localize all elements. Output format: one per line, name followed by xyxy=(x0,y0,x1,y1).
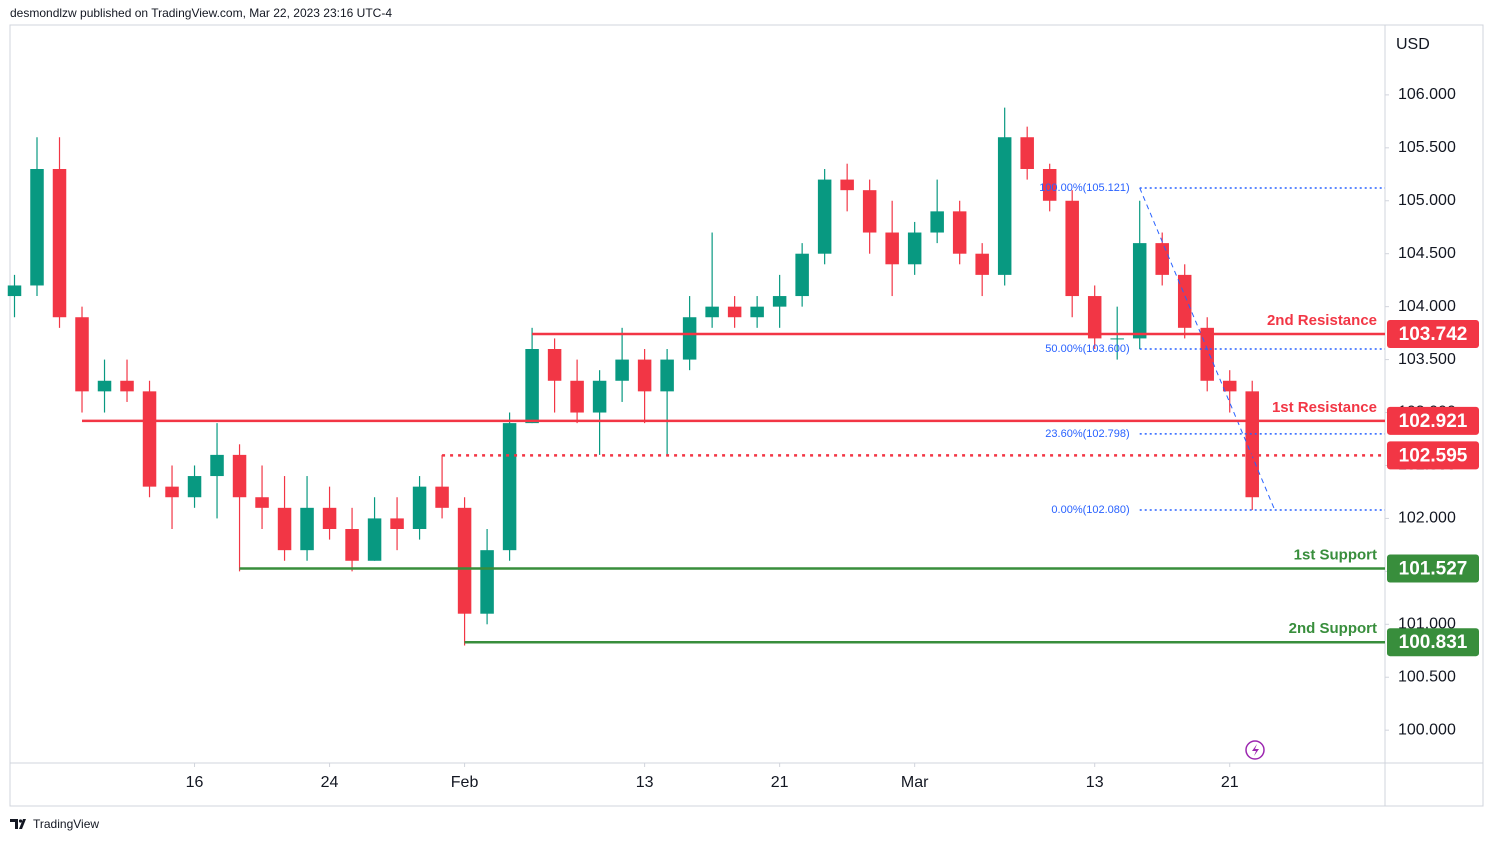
level-name: 2nd Resistance xyxy=(1267,312,1377,329)
candle-body xyxy=(727,306,742,318)
candle-body xyxy=(52,169,67,318)
fib-level-label: 23.60%(102.798) xyxy=(1045,428,1129,440)
tradingview-logo xyxy=(10,819,26,829)
candle-body xyxy=(525,349,539,424)
y-tick-label: 104.000 xyxy=(1398,298,1456,315)
level-badge xyxy=(1387,319,1479,348)
x-tick-label: 16 xyxy=(186,774,204,791)
x-tick-label: Feb xyxy=(451,774,479,791)
candle-body xyxy=(1155,243,1169,275)
lightning-icon xyxy=(1245,740,1265,760)
header: desmondlzw published on TradingView.com,… xyxy=(10,6,392,20)
candle-body xyxy=(187,476,202,498)
candle-body xyxy=(322,507,337,529)
candle-body xyxy=(682,317,697,360)
y-tick-label: 100.000 xyxy=(1398,721,1456,738)
candle-body xyxy=(750,306,764,318)
candle-body xyxy=(1065,200,1079,297)
candle-body xyxy=(885,232,899,265)
level-badge xyxy=(1387,628,1479,657)
candle-body xyxy=(457,507,472,614)
candle-body xyxy=(232,454,247,498)
x-tick-label: 24 xyxy=(321,774,339,791)
footer: TradingView xyxy=(33,817,99,831)
y-tick-label: 102.000 xyxy=(1398,510,1456,527)
candle-body xyxy=(75,317,89,392)
level-name: 1st Resistance xyxy=(1272,399,1377,416)
candle-body xyxy=(480,550,494,614)
candle-body xyxy=(975,253,989,275)
y-tick-label: 105.000 xyxy=(1398,192,1456,209)
y-tick-label: 105.500 xyxy=(1398,139,1456,156)
level-name: 1st Support xyxy=(1294,546,1377,563)
level-value: 103.742 xyxy=(1399,324,1468,345)
y-tick-label: 103.500 xyxy=(1398,351,1456,368)
candle-body xyxy=(840,179,854,191)
candle-body xyxy=(930,211,944,233)
candle-body xyxy=(367,518,382,561)
candle-body xyxy=(1132,243,1147,339)
x-tick-label: 21 xyxy=(1221,774,1239,791)
candle-body xyxy=(210,454,224,477)
candle-body xyxy=(1222,380,1237,392)
candle-body xyxy=(1087,296,1102,339)
candle-body xyxy=(165,486,179,498)
candle-body xyxy=(142,391,157,487)
candle-body xyxy=(1200,327,1214,381)
candle-body xyxy=(435,486,449,508)
candle-body xyxy=(570,380,584,413)
level-value: 101.527 xyxy=(1399,559,1468,580)
fib-level-label: 100.00%(105.121) xyxy=(1039,182,1130,194)
candle-body xyxy=(390,518,404,529)
candle-body xyxy=(30,169,44,286)
y-tick-label: 106.000 xyxy=(1398,86,1456,103)
fib-level-label: 0.00%(102.080) xyxy=(1051,504,1129,516)
candle-body xyxy=(1245,391,1259,498)
candle-body xyxy=(502,423,517,551)
candle-body xyxy=(952,211,967,254)
candle-body xyxy=(592,380,607,413)
candle-body xyxy=(795,253,809,297)
candle-body xyxy=(907,232,922,265)
candle-body xyxy=(705,306,719,318)
candle-body xyxy=(97,380,112,392)
currency: USD xyxy=(1396,36,1430,53)
level-value: 102.921 xyxy=(1399,411,1468,432)
y-tick-label: 104.500 xyxy=(1398,245,1456,262)
level-badge xyxy=(1387,554,1479,583)
fib-level-label: 50.00%(103.600) xyxy=(1045,343,1129,355)
x-tick-label: 13 xyxy=(1086,774,1104,791)
level-name: 2nd Support xyxy=(1289,620,1377,637)
level-badge xyxy=(1387,441,1479,470)
x-tick-label: 21 xyxy=(771,774,789,791)
candle-body xyxy=(255,497,269,508)
candle-body xyxy=(547,349,562,381)
candle-body xyxy=(615,359,629,381)
candle-body xyxy=(997,137,1012,275)
candle-body xyxy=(1020,137,1034,169)
candle-body xyxy=(277,507,292,551)
x-tick-label: 13 xyxy=(636,774,654,791)
candle-body xyxy=(345,529,359,561)
candle-body xyxy=(7,285,22,297)
candle-body xyxy=(862,190,877,233)
candle-body xyxy=(660,359,674,392)
candle-body xyxy=(300,507,314,551)
level-value: 100.831 xyxy=(1399,632,1468,653)
y-tick-label: 100.500 xyxy=(1398,668,1456,685)
candle-body xyxy=(772,296,787,307)
candle-body xyxy=(120,380,134,392)
candle-body xyxy=(1110,338,1124,340)
level-badge xyxy=(1387,406,1479,435)
candle-body xyxy=(817,179,832,254)
candle-body xyxy=(637,359,652,392)
x-tick-label: Mar xyxy=(901,774,929,791)
candle-body xyxy=(1042,169,1057,201)
level-value: 102.595 xyxy=(1399,445,1468,466)
chart-frame xyxy=(9,24,1484,807)
candle-body xyxy=(412,486,427,529)
